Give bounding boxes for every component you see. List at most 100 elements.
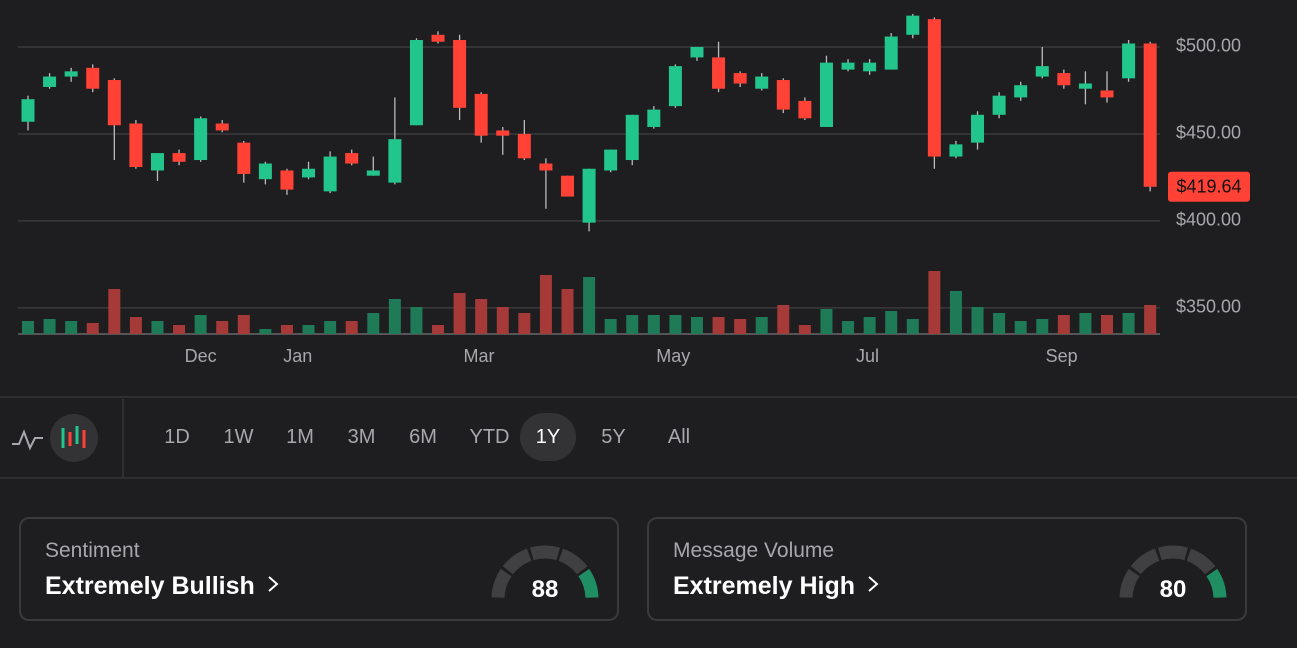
candle-chart-icon[interactable]: [50, 414, 98, 462]
volume-bar: [388, 299, 401, 334]
chevron: [268, 576, 279, 592]
candle-body: [345, 153, 359, 164]
range-button[interactable]: 1W: [223, 426, 254, 448]
volume-bar: [432, 325, 445, 334]
volume-bar: [906, 319, 919, 334]
volume-bar: [22, 321, 34, 334]
card[interactable]: Sentiment Extremely Bullish 88: [19, 517, 619, 621]
range-button[interactable]: 5Y: [601, 426, 626, 448]
y-tick-label: $350.00: [1176, 297, 1241, 317]
card-value: Extremely Bullish: [45, 572, 281, 601]
volume-bar: [755, 317, 768, 334]
x-tick-label: May: [656, 346, 690, 366]
volume-bar: [151, 321, 164, 334]
candle-body: [625, 114, 639, 161]
x-tick-label: Jul: [856, 346, 879, 366]
volume-bar: [1101, 315, 1113, 334]
gauge-segment: [1158, 545, 1188, 561]
gauge-segment: [502, 548, 532, 575]
volume-bar: [1144, 305, 1157, 334]
volume-bar: [626, 315, 639, 334]
candle-body: [453, 40, 467, 108]
candle-body: [841, 62, 855, 70]
candle-body: [582, 168, 596, 223]
volume-bar: [885, 311, 898, 334]
candle-body: [927, 19, 941, 157]
range-button[interactable]: 1Y: [520, 413, 576, 461]
candle-body: [172, 153, 186, 162]
candle-body: [150, 153, 164, 171]
volume-bar: [518, 313, 531, 334]
volume-bar: [1036, 319, 1049, 334]
volume-bar: [993, 313, 1006, 334]
divider: [122, 399, 124, 477]
candle-body: [561, 175, 574, 197]
candle-body: [302, 168, 316, 178]
volume-bar: [1122, 313, 1135, 334]
range-button[interactable]: YTD: [469, 426, 510, 448]
volume-bar: [539, 275, 552, 334]
range-button[interactable]: 1D: [164, 426, 190, 448]
volume-bar: [496, 307, 509, 334]
volume-bar: [259, 329, 272, 334]
card-value: Extremely High: [673, 572, 881, 601]
candle-body: [971, 114, 985, 143]
gauge-segment: [558, 548, 588, 575]
volume-bar: [475, 299, 488, 334]
candle-body: [280, 170, 294, 190]
candle-body: [1122, 43, 1136, 79]
volume-bar: [734, 319, 747, 334]
last-price-label: $419.64: [1176, 177, 1241, 197]
candle-body: [366, 170, 380, 176]
volume-bar: [777, 305, 790, 334]
candle-body: [43, 76, 57, 87]
candle-body: [409, 40, 423, 126]
gauge: 80: [1119, 545, 1227, 603]
candle-body: [474, 93, 488, 136]
candle-body: [992, 95, 1006, 115]
card-label: Sentiment: [45, 539, 140, 562]
card[interactable]: Message Volume Extremely High 80: [647, 517, 1247, 621]
range-button[interactable]: 6M: [409, 426, 437, 448]
volume-bar: [604, 319, 617, 334]
volume-bar: [971, 307, 984, 334]
volume-bar: [583, 277, 596, 334]
candle-body: [237, 142, 251, 174]
candle-body: [798, 100, 812, 119]
candle-body: [1143, 43, 1157, 187]
gauge-segment: [1130, 548, 1160, 575]
volume-bar: [863, 317, 876, 334]
candle-body: [712, 57, 726, 89]
gauge-segment: [1186, 548, 1216, 575]
candle-body: [906, 15, 920, 35]
volume-bar: [1057, 315, 1070, 334]
x-tick-label: Dec: [185, 346, 217, 366]
volume-bar: [280, 325, 293, 334]
volume-bar: [410, 307, 423, 334]
volume-bar: [324, 321, 337, 334]
candle-body: [1057, 73, 1071, 86]
volume-bar: [453, 293, 466, 334]
line-chart-icon[interactable]: [8, 418, 48, 458]
range-button[interactable]: All: [667, 426, 691, 448]
candle-body: [604, 149, 618, 171]
volume-bar: [302, 325, 315, 334]
candle-body: [1035, 66, 1049, 77]
range-button[interactable]: 1M: [286, 426, 314, 448]
candle-body: [431, 34, 445, 42]
toolbar: 1D 1W 1M 3M 6M YTD 1Y 5Y All: [0, 399, 1297, 477]
volume-bar: [669, 315, 682, 334]
candle-body: [1100, 90, 1114, 98]
y-tick-label: $450.00: [1176, 123, 1241, 143]
range-button[interactable]: 3M: [347, 426, 376, 448]
volume-bar: [237, 315, 250, 334]
last-price-box: [1168, 171, 1250, 202]
candle-body: [21, 99, 35, 122]
candle-body: [258, 163, 272, 180]
volume-bar: [345, 321, 358, 334]
candle-body: [539, 163, 553, 171]
candle-body: [517, 133, 531, 159]
volume-bar: [647, 315, 660, 334]
x-tick-label: Sep: [1046, 346, 1078, 366]
